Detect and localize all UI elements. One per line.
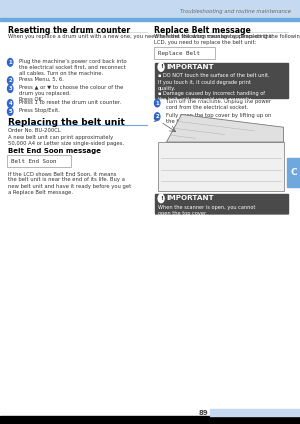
Text: ▪ DO NOT touch the surface of the belt unit.
If you touch it, it could degrade p: ▪ DO NOT touch the surface of the belt u… — [158, 73, 270, 91]
Bar — [154, 194, 288, 213]
Text: Troubleshooting and routine maintenance: Troubleshooting and routine maintenance — [180, 8, 291, 14]
Text: Press ▲ or ▼ to choose the colour of the
drum you replaced.
Press OK.: Press ▲ or ▼ to choose the colour of the… — [19, 85, 123, 102]
Text: Belt End Soon message: Belt End Soon message — [8, 148, 100, 153]
Circle shape — [158, 63, 164, 71]
FancyBboxPatch shape — [154, 47, 215, 59]
Text: 5: 5 — [8, 109, 12, 114]
Text: 1: 1 — [155, 100, 159, 106]
Text: Replace Belt message: Replace Belt message — [154, 26, 251, 35]
Text: C: C — [290, 167, 297, 177]
Bar — [0, 416, 300, 424]
Text: ▪ Damage caused by incorrect handling of
the belt unit may void your warranty.: ▪ Damage caused by incorrect handling of… — [158, 91, 265, 102]
FancyBboxPatch shape — [7, 155, 71, 167]
Circle shape — [8, 100, 13, 107]
Text: 3: 3 — [8, 86, 12, 91]
Bar — [210, 409, 300, 416]
Text: If the LCD shows Belt End Soon, it means
the belt unit is near the end of its li: If the LCD shows Belt End Soon, it means… — [8, 171, 131, 195]
Text: Plug the machine’s power cord back into
the electrical socket first, and reconne: Plug the machine’s power cord back into … — [19, 59, 127, 76]
Circle shape — [8, 59, 13, 66]
Circle shape — [154, 113, 160, 120]
Text: Resetting the drum counter: Resetting the drum counter — [8, 26, 130, 35]
Text: IMPORTANT: IMPORTANT — [167, 64, 214, 70]
Text: Replacing the belt unit: Replacing the belt unit — [8, 118, 124, 127]
Text: Fully open the top cover by lifting up on
the handle (①).: Fully open the top cover by lifting up o… — [166, 113, 271, 124]
Bar — [286, 158, 300, 187]
Text: 1: 1 — [8, 60, 12, 65]
Text: 2: 2 — [8, 78, 12, 83]
Bar — [158, 142, 284, 191]
Text: Replace Belt: Replace Belt — [158, 50, 200, 56]
Polygon shape — [167, 114, 284, 142]
Text: Press Stop/Exit.: Press Stop/Exit. — [19, 108, 60, 113]
Circle shape — [8, 108, 13, 115]
Circle shape — [154, 99, 160, 107]
Bar — [0, 0, 300, 18]
Text: 89: 89 — [199, 410, 208, 416]
Bar — [0, 18, 300, 21]
Text: 4: 4 — [8, 101, 12, 106]
Text: When the following message appears on the
LCD, you need to replace the belt unit: When the following message appears on th… — [154, 34, 272, 45]
Text: Press 1 to reset the drum unit counter.: Press 1 to reset the drum unit counter. — [19, 100, 121, 105]
Text: !: ! — [160, 64, 163, 70]
Text: !: ! — [160, 196, 163, 201]
Text: Belt End Soon: Belt End Soon — [11, 159, 57, 164]
Bar — [154, 63, 288, 98]
Text: When the scanner is open, you cannot
open the top cover.: When the scanner is open, you cannot ope… — [158, 205, 256, 216]
Circle shape — [8, 85, 13, 92]
Text: IMPORTANT: IMPORTANT — [167, 195, 214, 201]
Text: A new belt unit can print approximately
50,000 A4 or Letter size single-sided pa: A new belt unit can print approximately … — [8, 135, 124, 146]
Text: Turn off the machine. Unplug the power
cord from the electrical socket.: Turn off the machine. Unplug the power c… — [166, 99, 271, 110]
Circle shape — [8, 77, 13, 84]
Text: When you replace a drum unit with a new one, you need to reset the drum counter : When you replace a drum unit with a new … — [8, 34, 300, 39]
Text: Order No. BU-200CL: Order No. BU-200CL — [8, 128, 60, 133]
Text: Press Menu, 5, 6.: Press Menu, 5, 6. — [19, 77, 64, 82]
Text: 2: 2 — [155, 114, 159, 119]
Circle shape — [158, 194, 164, 203]
Text: 1: 1 — [153, 118, 156, 123]
